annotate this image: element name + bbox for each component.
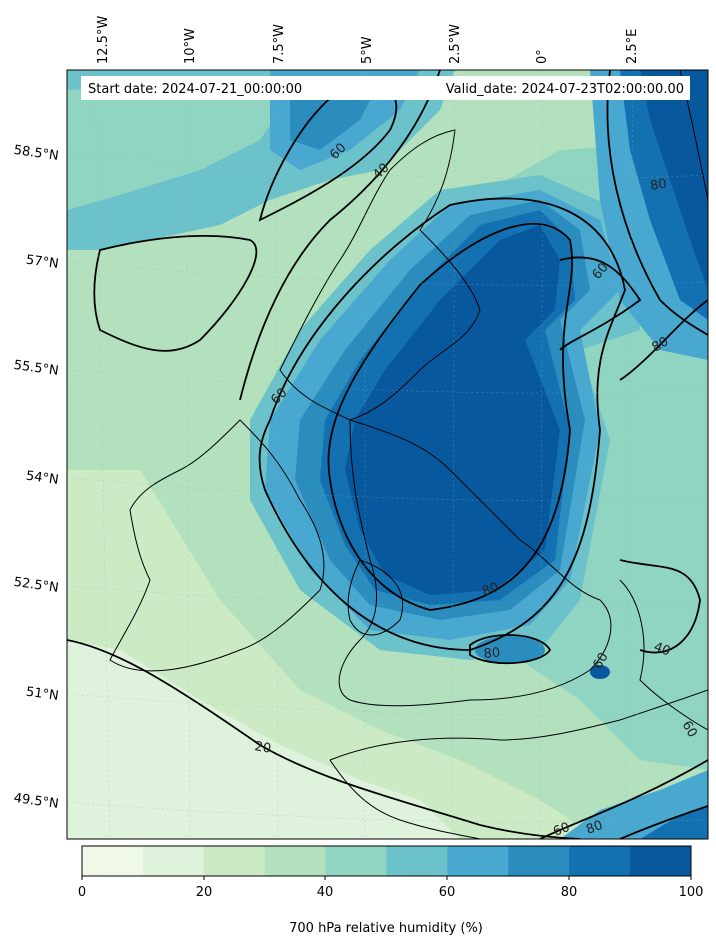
latitude-labels: 58.5°N 57°N 55.5°N 54°N 52.5°N 51°N 49.5… xyxy=(13,143,60,812)
humidity-band-se-80 xyxy=(640,805,708,839)
contour-80-ne xyxy=(606,70,708,336)
lon-label: 5°W xyxy=(360,36,375,64)
lat-label: 49.5°N xyxy=(13,791,60,812)
colorbar-frame xyxy=(81,845,692,877)
contour-60-main xyxy=(258,197,626,651)
humidity-band-ne-90 xyxy=(640,70,708,290)
lat-label: 58.5°N xyxy=(13,143,60,164)
colorbar-segment xyxy=(142,846,205,876)
lon-label: 7.5°W xyxy=(272,24,287,64)
contour-40-east xyxy=(619,559,701,654)
contour-40-north xyxy=(239,70,441,401)
contour-label: 80 xyxy=(649,176,668,194)
contour-80-se xyxy=(619,805,708,839)
coastline-scotland xyxy=(279,129,481,421)
coastline-benelux xyxy=(619,579,708,731)
colorbar-segment xyxy=(630,846,692,876)
contour-label: 60 xyxy=(551,820,572,840)
lat-label: 51°N xyxy=(25,685,60,704)
colorbar-segment xyxy=(325,846,387,876)
colorbar-segment xyxy=(264,846,327,876)
contour-60-ne xyxy=(559,256,642,351)
colorbar-tick-labels: 0 20 40 60 80 100 xyxy=(78,885,704,900)
colorbar-tick-label: 20 xyxy=(196,885,213,900)
colorbar-tick-label: 40 xyxy=(317,885,334,900)
lon-label: 0° xyxy=(535,49,550,64)
lat-label: 57°N xyxy=(25,253,60,272)
humidity-band-90-100 xyxy=(345,225,560,595)
humidity-blob-east xyxy=(590,665,610,679)
coastline-france xyxy=(329,689,708,761)
contour-60-channel xyxy=(469,634,552,665)
contour-40-west xyxy=(93,234,258,352)
colorbar-ticks xyxy=(81,876,692,880)
start-date-label: Start date: 2024-07-21_00:00:00 xyxy=(88,82,302,97)
humidity-band-40-50-nw xyxy=(67,80,300,210)
coastline-wales xyxy=(347,559,404,636)
contour-label: 20 xyxy=(253,739,272,757)
colorbar-tick-label: 100 xyxy=(679,885,704,900)
colorbar-tick-label: 60 xyxy=(439,885,456,900)
colorbar-segment xyxy=(569,846,631,876)
contour-label: 60 xyxy=(590,650,611,672)
colorbar-tick-label: 80 xyxy=(561,885,578,900)
map-frame xyxy=(66,69,709,840)
lat-label: 54°N xyxy=(25,469,60,488)
header-box xyxy=(81,76,690,100)
contour-label: 40 xyxy=(652,640,673,660)
contour-20 xyxy=(67,639,581,839)
colorbar-segment xyxy=(508,846,570,876)
lon-label: 2.5°E xyxy=(625,29,640,64)
contour-label: 80 xyxy=(483,646,501,662)
valid-date-label: Valid_date: 2024-07-23T02:00:00.00 xyxy=(446,82,684,97)
lon-label: 10°W xyxy=(183,28,198,64)
contour-label: 60 xyxy=(679,719,700,741)
contour-lines xyxy=(67,70,708,839)
contour-60-east xyxy=(619,299,708,381)
colorbar-segment xyxy=(447,846,509,876)
map-area: 60 40 80 60 80 60 80 80 60 40 20 60 60 8… xyxy=(67,70,708,840)
lon-label: 2.5°W xyxy=(448,24,463,64)
colorbar-title: 700 hPa relative humidity (%) xyxy=(289,921,483,936)
lat-label: 55.5°N xyxy=(13,358,60,379)
colorbar-segment xyxy=(82,846,144,876)
longitude-labels: 12.5°W 10°W 7.5°W 5°W 2.5°W 0° 2.5°E xyxy=(96,16,640,64)
lat-label: 52.5°N xyxy=(13,575,60,596)
contour-label: 80 xyxy=(584,818,605,838)
colorbar-segment xyxy=(203,846,266,876)
coastline-england xyxy=(338,419,612,707)
coastline-brittany xyxy=(329,759,481,839)
humidity-blob-channel xyxy=(475,636,545,664)
lon-label: 12.5°W xyxy=(96,16,111,64)
contour-80-main xyxy=(327,223,573,611)
colorbar-segment xyxy=(386,846,448,876)
colorbar-tick-label: 0 xyxy=(78,885,86,900)
colorbar xyxy=(82,846,692,876)
contour-60-se xyxy=(539,759,708,839)
graticule xyxy=(67,70,708,839)
contour-label: 80 xyxy=(480,580,501,600)
contour-label: 80 xyxy=(650,334,672,355)
